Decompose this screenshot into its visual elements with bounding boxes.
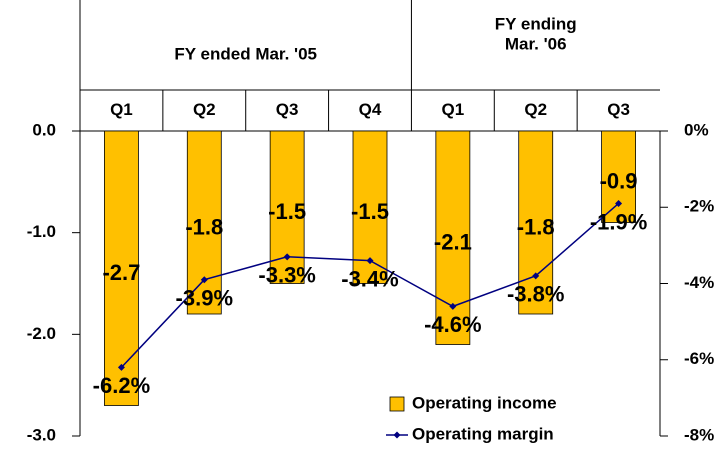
y2-tick-label: 0% bbox=[684, 120, 709, 139]
y-tick-label: -1.0 bbox=[27, 222, 56, 241]
bar-value-label: -2.7 bbox=[102, 260, 140, 285]
y-tick-label: -2.0 bbox=[27, 324, 56, 343]
y2-tick-label: -2% bbox=[684, 197, 714, 216]
line-value-label: -1.9% bbox=[590, 209, 647, 234]
line-marker bbox=[200, 276, 208, 284]
legend-label: Operating income bbox=[412, 393, 557, 412]
line-marker bbox=[366, 257, 374, 265]
x-tick-label: Q4 bbox=[359, 100, 382, 119]
x-tick-label: Q3 bbox=[276, 100, 299, 119]
line-marker bbox=[615, 199, 623, 207]
x-tick-label: Q2 bbox=[193, 100, 216, 119]
group-label: FY ending bbox=[495, 14, 577, 33]
legend-label: Operating margin bbox=[412, 424, 554, 443]
x-tick-label: Q1 bbox=[110, 100, 133, 119]
y2-tick-label: -8% bbox=[684, 425, 714, 444]
line-value-label: -3.4% bbox=[341, 266, 398, 291]
legend-swatch bbox=[389, 396, 405, 412]
x-tick-label: Q2 bbox=[524, 100, 547, 119]
line-marker bbox=[449, 302, 457, 310]
bar bbox=[518, 130, 554, 315]
line-marker bbox=[532, 272, 540, 280]
line-value-label: -4.6% bbox=[424, 312, 481, 337]
y2-tick-label: -4% bbox=[684, 273, 714, 292]
line-marker bbox=[283, 253, 291, 261]
line-value-label: -3.8% bbox=[507, 282, 564, 307]
group-label: FY ended Mar. '05 bbox=[174, 44, 317, 63]
bar-value-label: -1.5 bbox=[351, 199, 389, 224]
y2-tick-label: -6% bbox=[684, 349, 714, 368]
legend-marker bbox=[393, 431, 401, 439]
bar-value-label: -2.1 bbox=[434, 230, 472, 255]
bar-value-label: -1.5 bbox=[268, 199, 306, 224]
bar bbox=[104, 130, 139, 406]
bar-value-label: -0.9 bbox=[600, 169, 638, 194]
x-tick-label: Q3 bbox=[607, 100, 630, 119]
bar bbox=[186, 130, 222, 315]
group-label: Mar. '06 bbox=[505, 34, 567, 53]
line-marker bbox=[117, 363, 125, 371]
x-tick-label: Q1 bbox=[442, 100, 465, 119]
y-tick-label: 0.0 bbox=[32, 120, 56, 139]
y-tick-label: -3.0 bbox=[27, 425, 56, 444]
line-value-label: -3.9% bbox=[176, 286, 233, 311]
line-value-label: -6.2% bbox=[93, 373, 150, 398]
bar-value-label: -1.8 bbox=[185, 214, 223, 239]
bar bbox=[601, 130, 636, 223]
bar-value-label: -1.8 bbox=[517, 214, 555, 239]
line-value-label: -3.3% bbox=[258, 263, 315, 288]
